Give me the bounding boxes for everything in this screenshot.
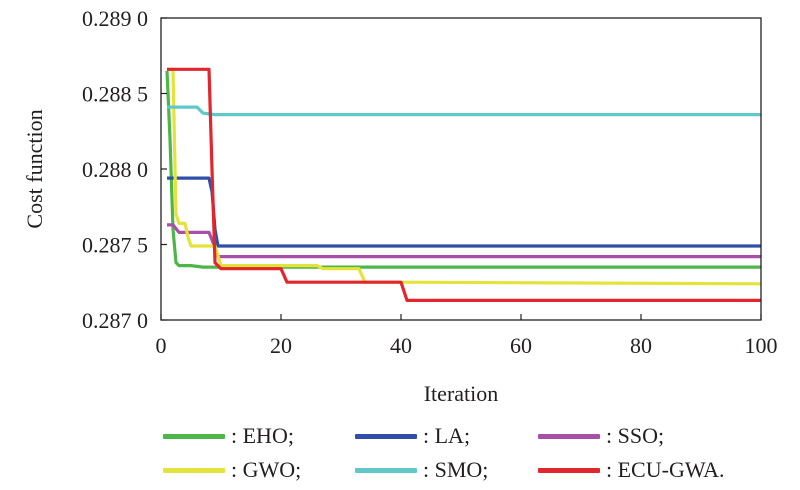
series-line-smo [167, 105, 761, 117]
y-tick-label: 0.288 5 [82, 82, 148, 107]
y-axis-label: Cost function [22, 109, 47, 228]
y-axis-ticks: 0.287 0 0.287 5 0.288 0 0.288 5 0.289 0 [82, 6, 167, 333]
y-tick-label: 0.289 0 [82, 6, 148, 31]
x-tick-label: 40 [390, 333, 412, 358]
x-tick-label: 100 [745, 333, 778, 358]
series-line-la [167, 176, 761, 248]
series-line-eho [165, 70, 761, 269]
y-tick-label: 0.288 0 [82, 157, 148, 182]
x-tick-label: 80 [630, 333, 652, 358]
x-tick-label: 20 [270, 333, 292, 358]
y-tick-label: 0.287 0 [82, 308, 148, 333]
series-line-ecu-gwa [167, 67, 761, 302]
series-line-gwo [167, 67, 762, 286]
x-tick-label: 0 [156, 333, 167, 358]
x-axis-ticks: 0 20 40 60 80 100 [156, 314, 778, 358]
x-axis-label: Iteration [424, 381, 499, 406]
plot-frame [160, 17, 762, 321]
series-layer [165, 67, 762, 302]
y-tick-label: 0.287 5 [82, 233, 148, 258]
x-tick-label: 60 [510, 333, 532, 358]
series-line-sso [167, 223, 761, 259]
